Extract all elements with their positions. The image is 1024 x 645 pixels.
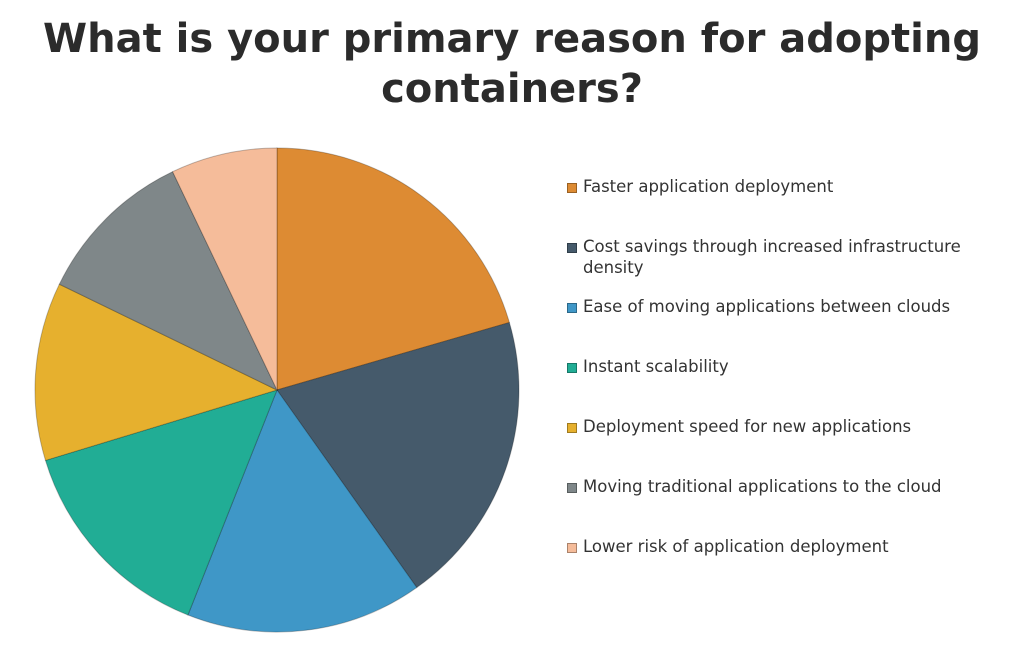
legend-label: Cost savings through increased infrastru… [583,237,961,277]
pie-slice [276,321,520,589]
legend-label: Lower risk of application deployment [583,537,889,556]
pie-slice [187,388,418,633]
legend-item: Ease of moving applications between clou… [567,296,983,317]
chart-title: What is your primary reason for adopting… [43,16,981,112]
legend-item: Lower risk of application deployment [567,536,983,557]
legend-swatch [567,303,577,313]
legend-swatch [567,363,577,373]
legend-label: Ease of moving applications between clou… [583,297,951,316]
legend-label: Faster application deployment [583,177,834,196]
pie-slice [276,147,511,391]
legend-swatch [567,183,577,193]
legend-item: Instant scalability [567,356,983,377]
legend-item: Cost savings through increased infrastru… [567,236,983,278]
pie-slice [44,389,278,616]
pie-slice [171,147,278,391]
legend-swatch [567,483,577,493]
pie-slice [34,283,279,462]
legend-item: Faster application deployment [567,176,983,197]
pie-slice [58,171,279,392]
legend-label: Deployment speed for new applications [583,417,912,436]
legend-label: Instant scalability [583,357,729,376]
legend-swatch [567,243,577,253]
legend-item: Deployment speed for new applications [567,416,983,437]
legend-item: Moving traditional applications to the c… [567,476,983,497]
legend-label: Moving traditional applications to the c… [583,477,942,496]
legend-swatch [567,423,577,433]
legend-swatch [567,543,577,553]
